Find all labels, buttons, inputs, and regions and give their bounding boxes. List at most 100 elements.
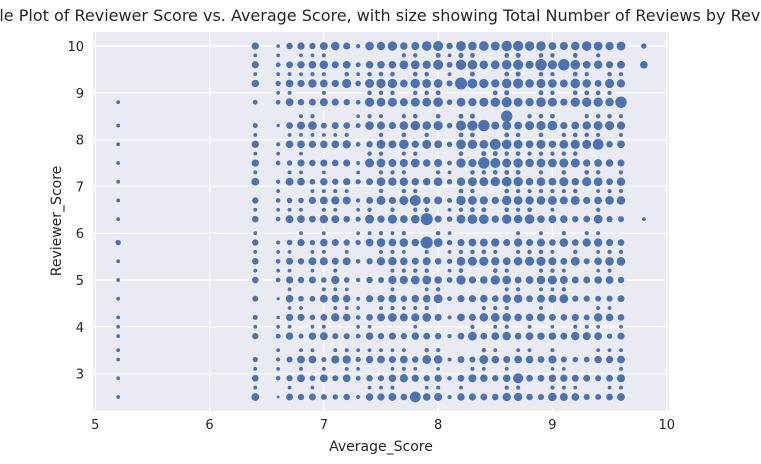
data-point — [583, 393, 590, 401]
data-point — [377, 295, 385, 303]
data-point — [446, 122, 453, 129]
data-point — [355, 123, 361, 129]
data-point — [251, 177, 260, 186]
data-point — [299, 348, 303, 353]
data-point — [559, 158, 569, 168]
data-point — [378, 188, 384, 194]
data-point — [570, 59, 581, 70]
data-point — [619, 132, 623, 137]
data-point — [468, 276, 477, 284]
data-point — [525, 121, 535, 131]
data-point — [470, 366, 475, 371]
data-point — [411, 332, 420, 340]
data-point — [342, 313, 351, 322]
data-point — [470, 324, 475, 329]
data-point — [527, 113, 532, 119]
data-point — [333, 207, 338, 212]
data-point — [275, 62, 281, 68]
data-point — [319, 98, 328, 107]
data-point — [297, 215, 305, 224]
data-point — [252, 239, 259, 246]
data-point — [583, 314, 590, 321]
data-point — [320, 122, 327, 129]
data-point — [331, 196, 340, 205]
data-point — [434, 332, 442, 340]
data-point — [525, 313, 534, 322]
data-point — [447, 315, 452, 320]
data-point — [435, 230, 441, 236]
data-point — [572, 356, 579, 363]
data-point — [539, 231, 543, 236]
data-point — [319, 374, 328, 383]
data-point — [401, 151, 406, 156]
data-point — [319, 60, 329, 70]
data-point — [447, 207, 452, 212]
data-point — [616, 256, 626, 266]
data-point — [308, 276, 316, 284]
data-point — [356, 72, 361, 77]
data-point — [561, 189, 566, 194]
data-point — [516, 207, 521, 212]
data-point — [550, 366, 555, 371]
data-point — [502, 294, 511, 303]
data-point — [298, 197, 304, 204]
data-point — [333, 268, 338, 273]
data-point — [446, 258, 453, 264]
data-point — [572, 90, 578, 96]
data-point — [297, 355, 305, 364]
data-point — [504, 366, 509, 371]
data-point — [459, 385, 463, 390]
data-point — [297, 42, 305, 50]
data-point — [410, 78, 420, 89]
data-point — [456, 195, 466, 206]
y-tick-label: 7 — [76, 180, 84, 195]
data-point — [388, 238, 397, 247]
data-point — [548, 158, 557, 168]
data-point — [492, 268, 498, 273]
data-point — [433, 79, 443, 88]
data-point — [413, 151, 418, 156]
data-point — [413, 366, 418, 371]
y-axis-label: Reviewer_Score — [49, 166, 65, 277]
data-point — [435, 113, 441, 119]
data-point — [342, 257, 351, 266]
data-point — [605, 355, 614, 364]
data-point — [299, 306, 303, 310]
data-point — [388, 122, 396, 130]
data-point — [470, 207, 475, 213]
data-point — [607, 249, 612, 255]
data-point — [525, 177, 534, 186]
data-point — [376, 257, 386, 266]
data-point — [377, 313, 385, 322]
data-point — [367, 231, 372, 236]
data-point — [504, 151, 509, 156]
data-point — [276, 268, 281, 273]
data-point — [595, 170, 601, 175]
data-point — [536, 313, 546, 322]
data-point — [390, 385, 395, 390]
data-point — [343, 393, 350, 401]
data-point — [321, 231, 326, 236]
data-point — [618, 188, 624, 194]
data-point — [390, 366, 395, 371]
data-point — [467, 59, 478, 70]
data-point — [535, 59, 547, 71]
data-point — [617, 276, 625, 284]
data-point — [399, 238, 409, 247]
data-point — [573, 249, 578, 255]
data-point — [559, 196, 568, 205]
data-point — [468, 313, 476, 321]
data-point — [593, 41, 603, 51]
data-point — [424, 287, 429, 292]
data-point — [480, 276, 488, 284]
data-point — [355, 333, 361, 339]
data-point — [367, 71, 372, 77]
data-point — [515, 71, 521, 77]
data-point — [504, 385, 509, 390]
data-point — [299, 366, 303, 371]
data-point — [275, 216, 281, 222]
data-point — [447, 170, 452, 175]
data-point — [424, 207, 429, 213]
data-point — [276, 315, 280, 320]
data-point — [582, 177, 592, 187]
